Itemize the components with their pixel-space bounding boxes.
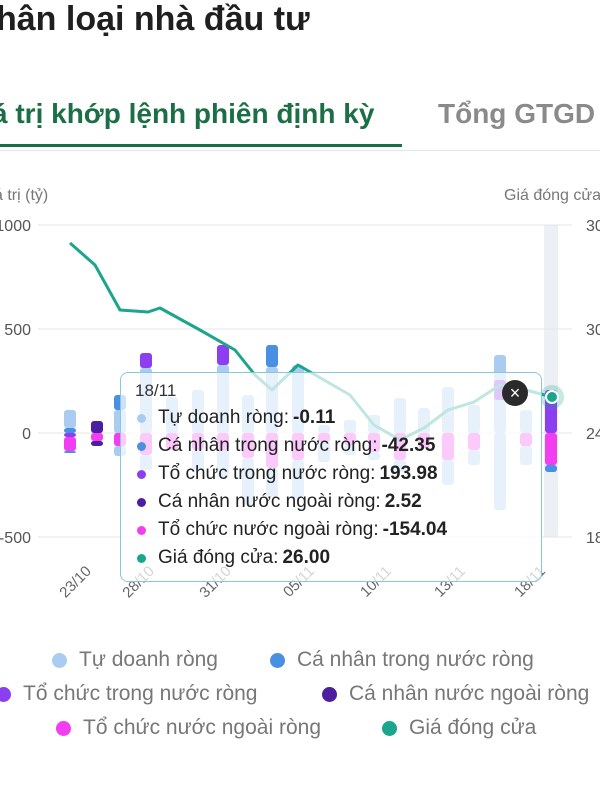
bar-segment[interactable] — [266, 345, 278, 367]
price-point[interactable] — [545, 390, 559, 404]
tooltip-dot — [137, 497, 146, 507]
bar-segment[interactable] — [64, 433, 76, 437]
y-tick-label: 1000 — [0, 218, 31, 235]
right-ticks: 30 30 24 18 — [586, 218, 600, 547]
right-tick-label: 30 — [586, 218, 600, 235]
bar-segment[interactable] — [91, 433, 103, 441]
tooltip-label: Tổ chức trong nước ròng: — [158, 463, 376, 484]
tooltip-value: 26.00 — [282, 547, 331, 568]
chart-tooltip: 18/11 Tự doanh ròng: -0.11 Cá nhân trong n… — [120, 372, 542, 582]
bar-segment[interactable] — [64, 410, 76, 428]
tooltip-label: Tự doanh ròng: — [158, 407, 290, 428]
legend-item[interactable]: Giá đóng cửa — [382, 716, 536, 740]
legend-dot — [382, 720, 397, 736]
tooltip-value: -154.04 — [382, 519, 448, 540]
tooltip-dot — [137, 553, 146, 563]
tooltip-row: Cá nhân nước ngoài ròng: 2.52 — [137, 491, 422, 513]
tooltip-dot — [137, 525, 146, 535]
legend-item[interactable]: Cá nhân nước ngoài ròng — [322, 682, 589, 706]
highlight-column — [544, 225, 558, 537]
y-axis-left-title: á trị (tỷ) — [0, 187, 49, 204]
tooltip-value: 193.98 — [379, 463, 438, 484]
bar-segment[interactable] — [91, 421, 103, 433]
tab-periodic-matched-value[interactable]: á trị khớp lệnh phiên định kỳ — [0, 98, 375, 129]
bar-segment[interactable] — [64, 428, 76, 433]
bar-segment[interactable] — [64, 437, 76, 451]
bar-segment[interactable] — [545, 433, 557, 465]
bar-segment[interactable] — [217, 345, 229, 365]
legend-dot — [322, 686, 337, 702]
tooltip-dot — [137, 441, 146, 451]
legend-label: Cá nhân trong nước ròng — [297, 648, 534, 671]
close-icon[interactable]: × — [502, 380, 528, 406]
legend-dot — [52, 652, 67, 668]
legend-label: Tổ chức trong nước ròng — [23, 682, 258, 705]
legend-item[interactable]: Tự doanh ròng — [52, 648, 218, 672]
y-ticks: 1000 500 0 -500 — [0, 218, 31, 547]
bar-segment[interactable] — [91, 441, 103, 446]
right-tick-label: 18 — [586, 530, 600, 547]
tooltip-value: -0.11 — [293, 407, 336, 428]
tab-bar: á trị khớp lệnh phiên định kỳ Tổng GTGD — [0, 92, 600, 152]
y-tick-label: 0 — [22, 426, 31, 443]
tooltip-label: Cá nhân nước ngoài ròng: — [158, 491, 381, 512]
legend-label: Cá nhân nước ngoài ròng — [349, 682, 590, 705]
legend-label: Tự doanh ròng — [79, 648, 218, 671]
tooltip-value: -42.35 — [381, 435, 436, 456]
tooltip-row: Cá nhân trong nước ròng: -42.35 — [137, 435, 435, 457]
legend-dot — [270, 652, 285, 668]
tooltip-row: Tổ chức nước ngoài ròng: -154.04 — [137, 519, 447, 541]
right-tick-label: 24 — [586, 426, 600, 443]
right-tick-label: 30 — [586, 322, 600, 339]
legend-item[interactable]: Tổ chức nước ngoài ròng — [56, 716, 321, 740]
y-axis-right-title: Giá đóng cửa — [504, 187, 600, 204]
page-title: hân loại nhà đầu tư — [0, 0, 310, 38]
x-tick-label: 23/10 — [56, 563, 95, 602]
y-tick-label: -500 — [0, 530, 31, 547]
tooltip-dot — [137, 469, 146, 479]
tooltip-value: 2.52 — [384, 491, 422, 512]
legend-item[interactable]: Cá nhân trong nước ròng — [270, 648, 534, 672]
legend-dot — [56, 720, 71, 736]
tooltip-row: Giá đóng cửa: 26.00 — [137, 547, 330, 569]
tooltip-label: Cá nhân trong nước ròng: — [158, 435, 378, 456]
legend-label: Tổ chức nước ngoài ròng — [83, 716, 322, 739]
tooltip-row: Tổ chức trong nước ròng: 193.98 — [137, 463, 438, 485]
bar-segment[interactable] — [140, 353, 152, 368]
tooltip-label: Tổ chức nước ngoài ròng: — [158, 519, 379, 540]
tab-divider — [0, 150, 600, 151]
tooltip-date: 18/11 — [135, 381, 177, 400]
active-tab-indicator — [0, 144, 402, 147]
y-tick-label: 500 — [4, 322, 31, 339]
tooltip-label: Giá đóng cửa: — [158, 547, 279, 568]
tooltip-row: Tự doanh ròng: -0.11 — [137, 407, 335, 429]
tab-total-value[interactable]: Tổng GTGD — [438, 98, 596, 129]
legend-dot — [0, 686, 11, 702]
legend-label: Giá đóng cửa — [409, 716, 537, 739]
tooltip-dot — [137, 413, 146, 423]
legend-item[interactable]: Tổ chức trong nước ròng — [0, 682, 258, 706]
bar-segment[interactable] — [64, 451, 76, 453]
bar-segment[interactable] — [545, 465, 557, 472]
